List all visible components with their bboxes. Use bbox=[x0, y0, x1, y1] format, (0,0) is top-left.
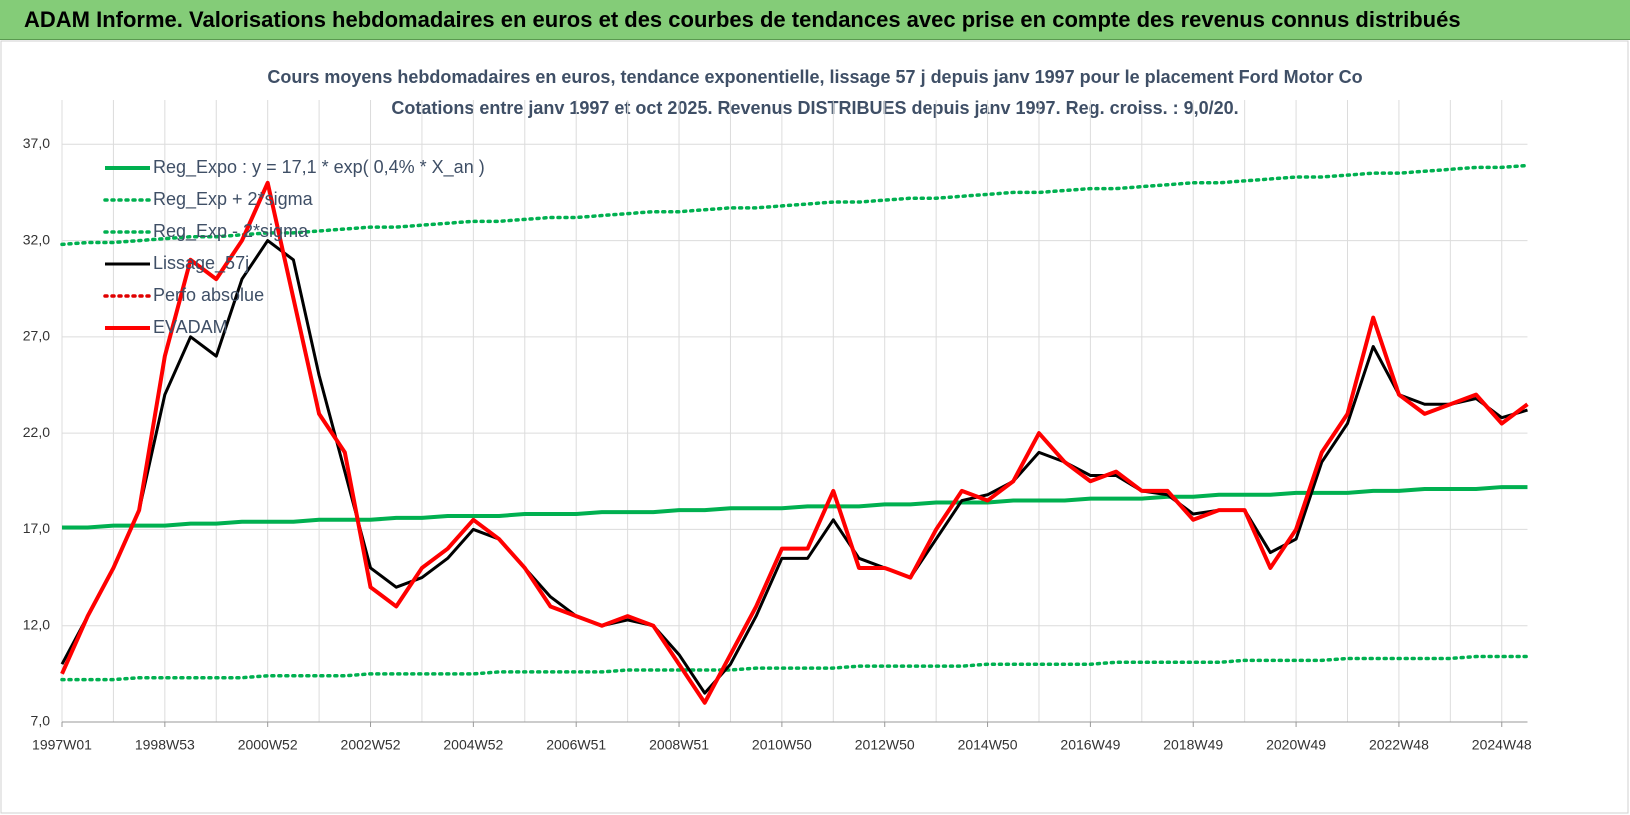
x-tick-label: 2012W50 bbox=[855, 737, 915, 753]
x-tick-label: 1997W01 bbox=[32, 737, 92, 753]
x-tick-label: 2010W50 bbox=[752, 737, 812, 753]
legend-label: Perfo absolue bbox=[153, 285, 264, 305]
x-tick-label: 2002W52 bbox=[341, 737, 401, 753]
legend-label: Lissage_57j bbox=[153, 253, 249, 274]
y-tick-label: 32,0 bbox=[23, 231, 50, 247]
legend-label: Reg_Expo : y = 17,1 * exp( 0,4% * X_an ) bbox=[153, 157, 485, 178]
legend-label: Reg_Exp - 2*sigma bbox=[153, 221, 309, 242]
series-line bbox=[60, 180, 1529, 705]
chart: Cours moyens hebdomadaires en euros, ten… bbox=[0, 40, 1629, 814]
x-tick-label: 2018W49 bbox=[1163, 737, 1223, 753]
series-line bbox=[62, 485, 1528, 530]
x-tick-label: 2008W51 bbox=[649, 737, 709, 753]
y-tick-label: 17,0 bbox=[23, 520, 50, 536]
x-tick-label: 2016W49 bbox=[1060, 737, 1120, 753]
x-tick-label: 2004W52 bbox=[443, 737, 503, 753]
x-tick-label: 2006W51 bbox=[546, 737, 606, 753]
series-line bbox=[60, 654, 1530, 682]
x-tick-label: 2000W52 bbox=[238, 737, 298, 753]
x-tick-label: 1998W53 bbox=[135, 737, 195, 753]
y-tick-label: 37,0 bbox=[23, 135, 50, 151]
x-tick-label: 2022W48 bbox=[1369, 737, 1429, 753]
y-tick-label: 12,0 bbox=[23, 616, 50, 632]
x-tick-label: 2024W48 bbox=[1472, 737, 1532, 753]
y-tick-label: 22,0 bbox=[23, 424, 50, 440]
series-line bbox=[60, 163, 1530, 247]
header-title: ADAM Informe. Valorisations hebdomadaire… bbox=[0, 0, 1630, 40]
legend-label: EVADAM bbox=[153, 317, 228, 337]
chart-title: Cours moyens hebdomadaires en euros, ten… bbox=[267, 67, 1362, 87]
y-tick-label: 27,0 bbox=[23, 328, 50, 344]
x-tick-label: 2014W50 bbox=[958, 737, 1018, 753]
chart-subtitle: Cotations entre janv 1997 et oct 2025. R… bbox=[391, 98, 1238, 118]
chart-frame bbox=[0, 40, 1629, 814]
legend-label: Reg_Exp + 2*sigma bbox=[153, 189, 314, 210]
x-tick-label: 2020W49 bbox=[1266, 737, 1326, 753]
y-tick-label: 7,0 bbox=[31, 713, 51, 729]
